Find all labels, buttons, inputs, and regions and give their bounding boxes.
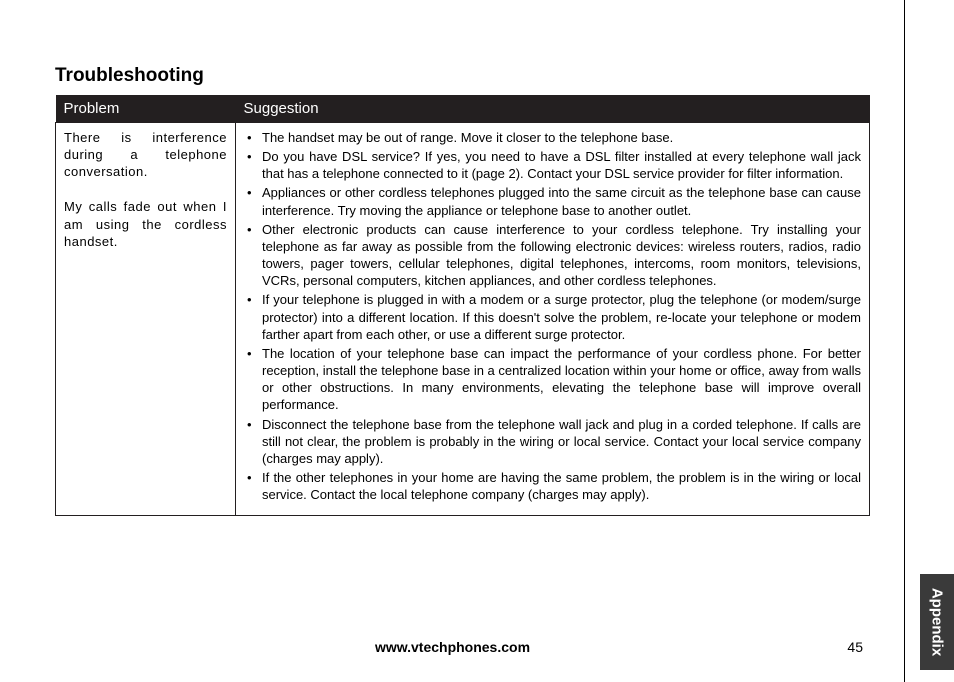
list-item: Appliances or other cordless telephones … [244,184,861,218]
table-header-row: Problem Suggestion [56,95,870,123]
list-item: If the other telephones in your home are… [244,469,861,503]
header-problem: Problem [56,95,236,123]
list-item: If your telephone is plugged in with a m… [244,291,861,342]
page-number: 45 [847,639,863,655]
manual-page: Troubleshooting Problem Suggestion There… [0,0,905,682]
problem-text: There is interference during a telephone… [64,129,227,180]
problem-cell: There is interference during a telephone… [56,123,236,516]
list-item: Do you have DSL service? If yes, you nee… [244,148,861,182]
right-rail: Appendix [904,0,954,682]
footer-url: www.vtechphones.com [0,639,905,655]
list-item: The handset may be out of range. Move it… [244,129,861,146]
tab-label: Appendix [929,588,946,656]
troubleshooting-table: Problem Suggestion There is interference… [55,95,870,516]
suggestion-list: The handset may be out of range. Move it… [244,129,861,503]
list-item: Disconnect the telephone base from the t… [244,416,861,467]
table-row: There is interference during a telephone… [56,123,870,516]
list-item: The location of your telephone base can … [244,345,861,414]
suggestion-cell: The handset may be out of range. Move it… [236,123,870,516]
problem-text: My calls fade out when I am using the co… [64,198,227,249]
list-item: Other electronic products can cause inte… [244,221,861,290]
section-tab-appendix: Appendix [920,574,954,670]
header-suggestion: Suggestion [236,95,870,123]
section-title: Troubleshooting [55,65,870,87]
